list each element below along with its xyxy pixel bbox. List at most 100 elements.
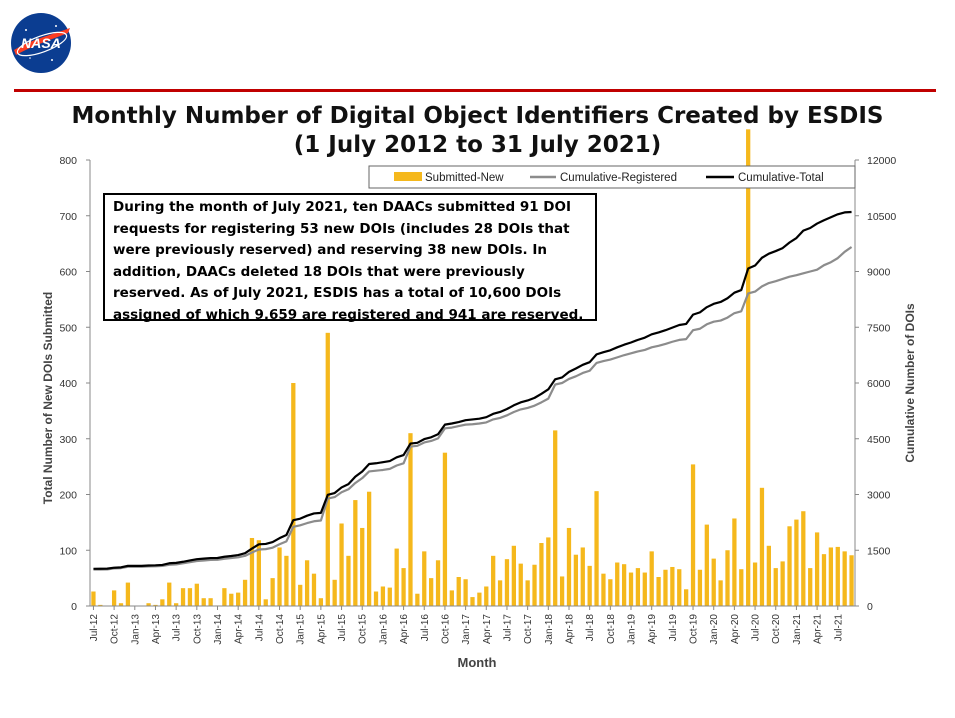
bar-submitted-new	[125, 582, 131, 606]
bar-submitted-new	[684, 589, 689, 606]
bar-submitted-new	[546, 537, 551, 606]
bar-submitted-new	[311, 573, 317, 606]
bar-submitted-new	[415, 593, 420, 606]
bar-submitted-new	[849, 555, 854, 606]
x-tick-label: Jan-21	[792, 614, 803, 645]
bar-submitted-new	[435, 560, 441, 606]
y-tick-label: 600	[59, 267, 77, 279]
x-tick-label: Jul-14	[254, 614, 265, 642]
line-cumulative-total	[93, 210, 852, 570]
title-line-2: (1 July 2012 to 31 July 2021)	[293, 132, 662, 158]
bar-submitted-new	[160, 599, 165, 606]
bar-submitted-new	[194, 583, 199, 606]
bar-submitted-new	[332, 579, 337, 606]
x-tick-label: Jul-20	[751, 614, 762, 642]
line-cumulative-registered	[93, 246, 853, 571]
x-tick-label: Jul-18	[585, 614, 596, 642]
x-tick-label: Oct-17	[523, 614, 534, 644]
legend-label-submitted-new: Submitted-New	[425, 172, 504, 184]
y2-tick-label: 0	[867, 601, 873, 613]
bar-submitted-new	[780, 561, 785, 606]
x-tick-label: Oct-14	[275, 614, 286, 644]
legend-swatch-submitted-new	[394, 172, 422, 181]
x-tick-label: Jul-16	[420, 614, 431, 642]
bar-submitted-new	[249, 537, 255, 606]
bar-submitted-new	[746, 129, 751, 606]
bar-submitted-new	[442, 452, 448, 606]
bar-submitted-new	[491, 555, 496, 606]
bar-submitted-new	[814, 532, 820, 606]
y-tick-label: 0	[71, 601, 77, 613]
x-tick-label: Jul-15	[337, 614, 348, 642]
bar-submitted-new	[242, 579, 248, 606]
x-tick-label: Jan-13	[130, 614, 141, 645]
bar-submitted-new	[449, 590, 454, 606]
x-tick-label: Oct-16	[440, 614, 451, 644]
annotation-box: During the month of July 2021, ten DAACs…	[103, 193, 597, 323]
y-tick-label: 200	[59, 490, 77, 502]
y2-tick-label: 7500	[867, 322, 891, 334]
header-rule	[14, 89, 936, 92]
bar-submitted-new	[539, 543, 544, 606]
bar-submitted-new	[373, 591, 379, 606]
bar-submitted-new	[725, 550, 730, 606]
bar-submitted-new	[118, 603, 124, 606]
bar-submitted-new	[477, 592, 482, 606]
x-tick-label: Apr-18	[564, 614, 575, 644]
bar-submitted-new	[256, 540, 261, 606]
bar-submitted-new	[642, 572, 647, 606]
bar-submitted-new	[463, 579, 468, 606]
y-tick-label: 800	[59, 155, 77, 167]
y2-tick-label: 3000	[867, 490, 891, 502]
bar-submitted-new	[456, 577, 461, 606]
bar-submitted-new	[304, 560, 310, 606]
bar-submitted-new	[470, 597, 475, 606]
bar-submitted-new	[229, 593, 234, 606]
bar-submitted-new	[670, 566, 675, 606]
y2-axis-label: Cumulative Number of DOIs	[903, 303, 917, 463]
title-line-1: Monthly Number of Digital Object Identif…	[71, 103, 884, 129]
bar-submitted-new	[787, 526, 792, 606]
x-tick-label: Jan-16	[378, 614, 389, 645]
bar-submitted-new	[187, 588, 193, 606]
bar-submitted-new	[739, 569, 744, 606]
bar-submitted-new	[167, 582, 172, 606]
legend: Submitted-New Cumulative-Registered Cumula…	[368, 165, 856, 189]
x-tick-label: Apr-17	[482, 614, 493, 644]
bar-submitted-new	[387, 587, 392, 606]
bar-submitted-new	[677, 569, 682, 606]
x-tick-label: Jul-19	[668, 614, 679, 642]
x-tick-label: Jul-13	[172, 614, 183, 642]
bar-submitted-new	[697, 569, 703, 606]
y2-tick-label: 10500	[867, 211, 896, 223]
bar-submitted-new	[366, 491, 372, 606]
bar-submitted-new	[732, 518, 737, 606]
legend-label-total: Cumulative-Total	[738, 172, 824, 184]
bar-submitted-new	[318, 598, 324, 606]
x-tick-label: Oct-20	[771, 614, 782, 644]
x-tick-label: Apr-16	[399, 614, 410, 644]
bar-submitted-new	[504, 559, 510, 606]
bar-submitted-new	[111, 590, 117, 606]
bar-submitted-new	[711, 558, 716, 606]
x-tick-label: Oct-19	[689, 614, 700, 644]
bar-submitted-new	[497, 580, 503, 606]
bar-submitted-new	[325, 332, 330, 606]
bar-submitted-new	[298, 584, 303, 606]
bar-submitted-new	[360, 527, 365, 606]
bar-submitted-new	[842, 551, 847, 606]
x-tick-label: Apr-21	[813, 614, 824, 644]
bar-submitted-new	[752, 562, 758, 606]
bar-submitted-new	[401, 568, 406, 606]
bar-submitted-new	[828, 547, 834, 606]
bar-submitted-new	[759, 487, 765, 606]
x-tick-label: Apr-13	[151, 614, 162, 644]
bar-submitted-new	[704, 524, 709, 606]
bars-group	[91, 129, 854, 606]
bar-submitted-new	[690, 464, 696, 606]
x-tick-label: Oct-12	[110, 614, 121, 644]
y-tick-label: 400	[59, 378, 77, 390]
bar-submitted-new	[649, 551, 654, 606]
bar-submitted-new	[773, 568, 778, 606]
